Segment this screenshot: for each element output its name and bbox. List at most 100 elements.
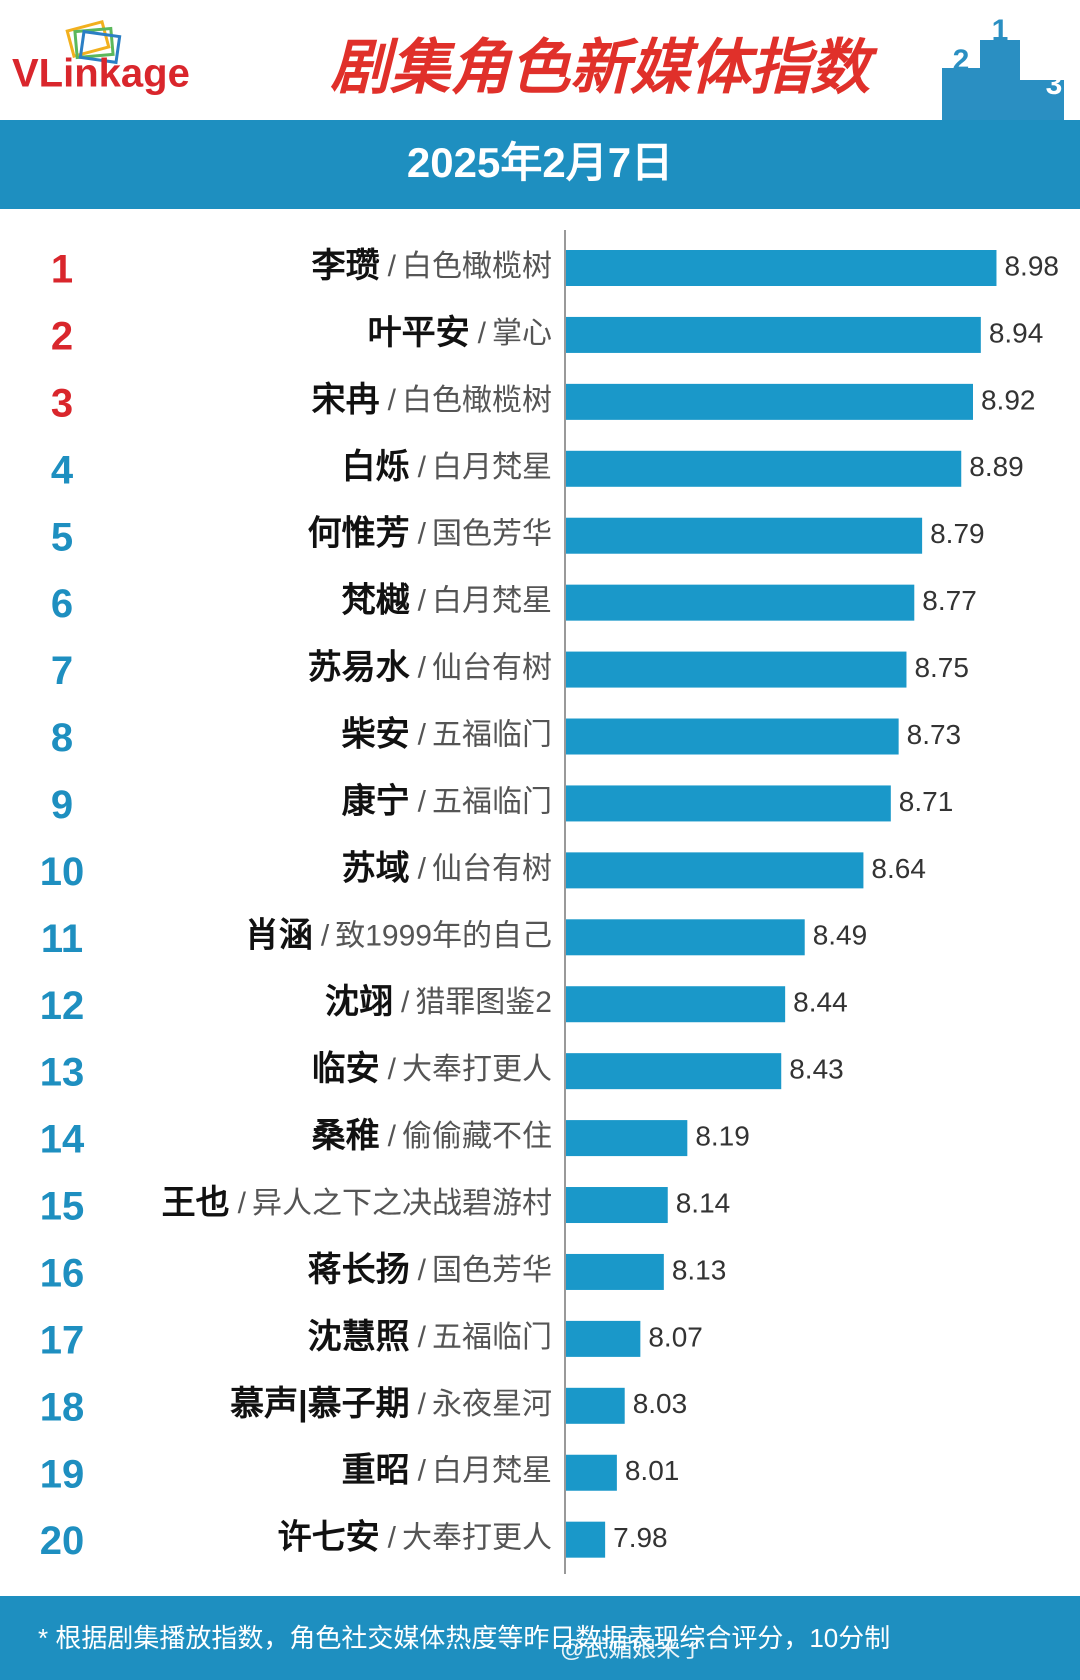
title: 剧集角色新媒体指数 (330, 34, 878, 101)
value-label: 8.14 (676, 1187, 731, 1218)
rank: 1 (51, 248, 73, 292)
bar (566, 584, 915, 621)
logo-icon (65, 19, 122, 65)
character-name: 苏域 (342, 849, 410, 887)
podium-icon: 2 1 3 (942, 14, 1064, 120)
rank: 5 (51, 515, 73, 559)
bar (566, 785, 891, 822)
separator: / (418, 1254, 427, 1287)
footer-band (0, 1596, 1080, 1680)
rows: 1 李瓒 / 白色橄榄树 8.982 叶平安 / 掌心 8.943 宋冉 / 白色橄榄树 8.924 白烁… (40, 247, 1059, 1563)
separator: / (388, 1522, 397, 1555)
drama-name: 异人之下之决战碧游村 (252, 1187, 552, 1220)
value-label: 8.71 (899, 786, 954, 817)
character-name: 梵樾 (342, 582, 411, 620)
character-name: 李瓒 (312, 247, 380, 285)
row-label: 沈翊 / 猎罪图鉴2 (325, 983, 552, 1021)
rank: 9 (51, 783, 73, 827)
separator: / (418, 585, 427, 618)
character-name: 慕声|慕子期 (230, 1385, 410, 1423)
rank: 7 (51, 649, 73, 693)
character-name: 蒋长扬 (308, 1251, 410, 1289)
value-label: 8.79 (930, 518, 985, 549)
value-label: 8.73 (907, 719, 962, 750)
podium-label: 3 (1046, 68, 1063, 101)
row-label: 王也 / 异人之下之决战碧游村 (162, 1184, 552, 1222)
rank: 17 (40, 1318, 85, 1362)
separator: / (388, 384, 397, 417)
row-label: 叶平安 / 掌心 (368, 314, 552, 352)
rank: 16 (40, 1252, 85, 1296)
value-label: 8.03 (633, 1388, 688, 1419)
rank: 13 (40, 1051, 85, 1095)
value-label: 8.07 (648, 1321, 703, 1352)
drama-name: 白月梵星 (432, 585, 552, 618)
watermark: @武媚娘来了 (560, 1635, 704, 1662)
row-label: 梵樾 / 白月梵星 (342, 582, 552, 620)
value-label: 7.98 (613, 1522, 668, 1553)
drama-name: 白月梵星 (432, 451, 552, 484)
row-label: 蒋长扬 / 国色芳华 (308, 1251, 552, 1289)
separator: / (418, 1321, 427, 1354)
bar (566, 919, 805, 956)
character-name: 宋冉 (312, 381, 380, 419)
drama-name: 国色芳华 (432, 1254, 552, 1287)
rank: 6 (51, 582, 73, 626)
drama-name: 仙台有树 (432, 852, 552, 885)
footnote: * 根据剧集播放指数，角色社交媒体热度等昨日数据表现综合评分，10分制 (38, 1623, 890, 1653)
row-label: 白烁 / 白月梵星 (342, 448, 552, 486)
value-label: 8.64 (871, 853, 926, 884)
drama-name: 白色橄榄树 (402, 250, 552, 283)
date: 2025年2月7日 (407, 139, 673, 186)
row-label: 苏域 / 仙台有树 (342, 849, 552, 887)
character-name: 康宁 (342, 781, 410, 820)
podium-label: 2 (953, 44, 970, 77)
bar (566, 517, 923, 554)
drama-name: 五福临门 (432, 785, 552, 818)
bar (566, 986, 786, 1023)
value-label: 8.94 (989, 317, 1043, 348)
separator: / (388, 1053, 397, 1086)
character-name: 临安 (312, 1050, 380, 1088)
separator: / (418, 451, 427, 484)
date-band (0, 120, 1080, 209)
separator: / (478, 317, 487, 350)
value-label: 8.89 (969, 451, 1024, 482)
bar (566, 1120, 688, 1157)
row-label: 许七安 / 大奉打更人 (278, 1519, 552, 1557)
character-name: 柴安 (342, 715, 410, 753)
row-label: 柴安 / 五福临门 (342, 715, 552, 753)
separator: / (238, 1187, 247, 1220)
bar (566, 383, 973, 420)
bar (566, 1320, 641, 1357)
bar (566, 1253, 664, 1290)
value-label: 8.13 (672, 1254, 727, 1285)
row-label: 宋冉 / 白色橄榄树 (312, 381, 552, 419)
row-label: 苏易水 / 仙台有树 (308, 649, 552, 687)
value-label: 8.49 (813, 920, 868, 951)
drama-name: 致1999年的自己 (335, 919, 552, 952)
bar (566, 1387, 625, 1424)
drama-name: 白月梵星 (432, 1455, 552, 1488)
row-label: 李瓒 / 白色橄榄树 (312, 247, 552, 285)
separator: / (418, 718, 427, 751)
rank: 19 (40, 1452, 85, 1496)
character-name: 何惟芳 (308, 515, 410, 553)
row-label: 临安 / 大奉打更人 (312, 1050, 552, 1088)
character-name: 重昭 (342, 1452, 410, 1490)
bar (566, 250, 997, 286)
character-name: 桑稚 (312, 1117, 380, 1155)
drama-name: 白色橄榄树 (402, 384, 552, 417)
character-name: 白烁 (342, 448, 410, 486)
separator: / (418, 852, 427, 885)
drama-name: 猎罪图鉴2 (415, 986, 552, 1019)
separator: / (418, 518, 427, 551)
row-label: 何惟芳 / 国色芳华 (308, 515, 552, 553)
separator: / (321, 919, 330, 952)
value-label: 8.98 (1004, 250, 1059, 281)
separator: / (388, 250, 397, 283)
podium-label: 1 (992, 14, 1009, 47)
rank: 12 (40, 984, 85, 1028)
character-name: 沈翊 (325, 983, 393, 1021)
